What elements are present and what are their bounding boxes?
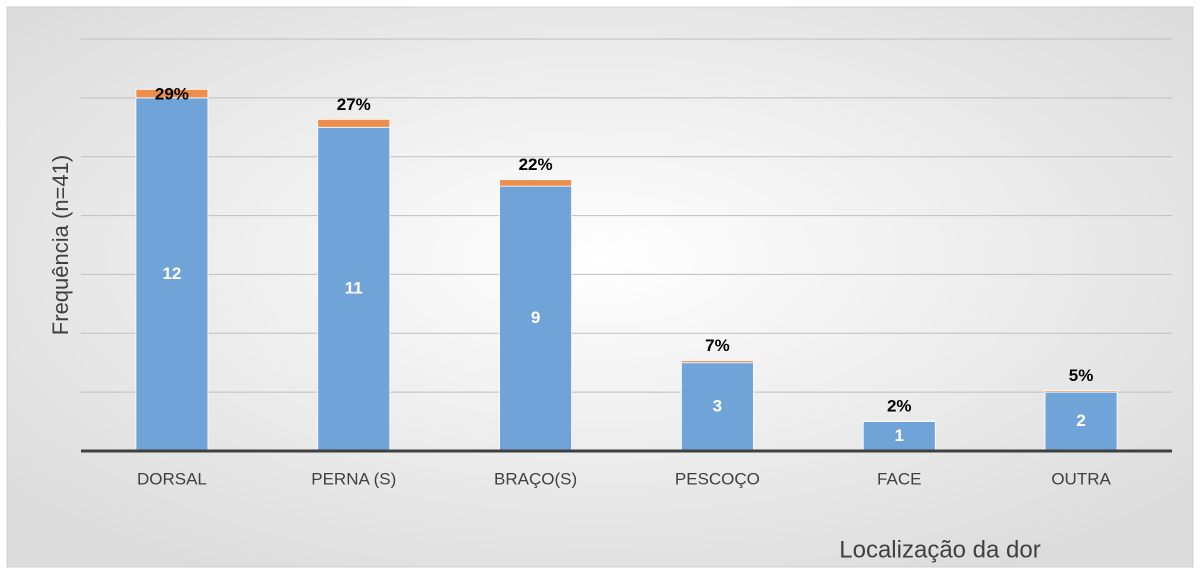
bar-percent-label: 5% (1069, 366, 1094, 385)
bar-value-label: 3 (713, 396, 722, 415)
bar-percent-label: 29% (155, 84, 189, 103)
x-axis-title: Localização da dor (839, 536, 1040, 563)
bar-value-label: 12 (162, 264, 181, 283)
bar-segment (1044, 391, 1118, 452)
x-tick-label: FACE (877, 469, 921, 488)
bar-segment (499, 179, 572, 187)
x-tick-label: PESCOÇO (675, 469, 760, 488)
bar-segment (862, 420, 936, 422)
bar-value-label: 1 (895, 426, 904, 445)
x-tick-label: BRAÇO(S) (494, 469, 577, 488)
bar-percent-label: 27% (337, 95, 371, 114)
x-tick-label: DORSAL (137, 469, 207, 488)
bar-segment (317, 118, 391, 128)
bar-segment (681, 360, 754, 364)
bar-value-label: 9 (531, 308, 540, 327)
bar-percent-label: 22% (519, 155, 553, 174)
x-tick-label: OUTRA (1051, 469, 1111, 488)
bar-segment (135, 97, 209, 452)
bar-value-label: 2 (1076, 411, 1085, 430)
bar-segment (1044, 390, 1118, 393)
bar-value-label: 11 (345, 279, 363, 298)
bar-percent-label: 7% (705, 336, 730, 355)
bar-segment (681, 362, 754, 452)
bar-percent-label: 2% (887, 396, 912, 415)
bar-segment (317, 126, 391, 452)
bar-segment (499, 185, 572, 452)
y-axis-title: Frequência (n=41) (48, 155, 73, 335)
bar-segment (135, 88, 209, 99)
bar-segment (862, 421, 936, 452)
x-tick-label: PERNA (S) (311, 469, 396, 488)
